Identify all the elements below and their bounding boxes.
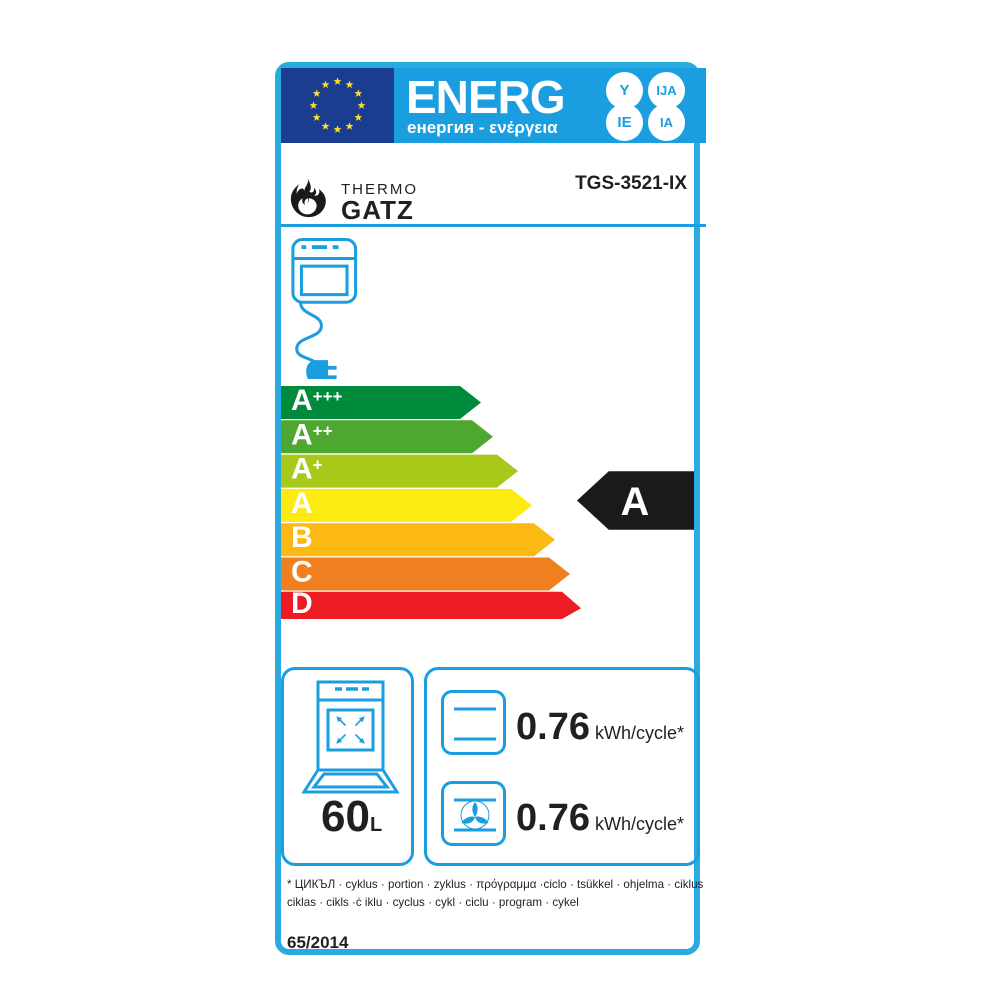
- svg-text:A: A: [621, 480, 650, 524]
- svg-text:C: C: [291, 556, 313, 589]
- svg-text:D: D: [291, 587, 313, 619]
- svg-text:A: A: [291, 487, 313, 520]
- svg-text:B: B: [291, 521, 313, 554]
